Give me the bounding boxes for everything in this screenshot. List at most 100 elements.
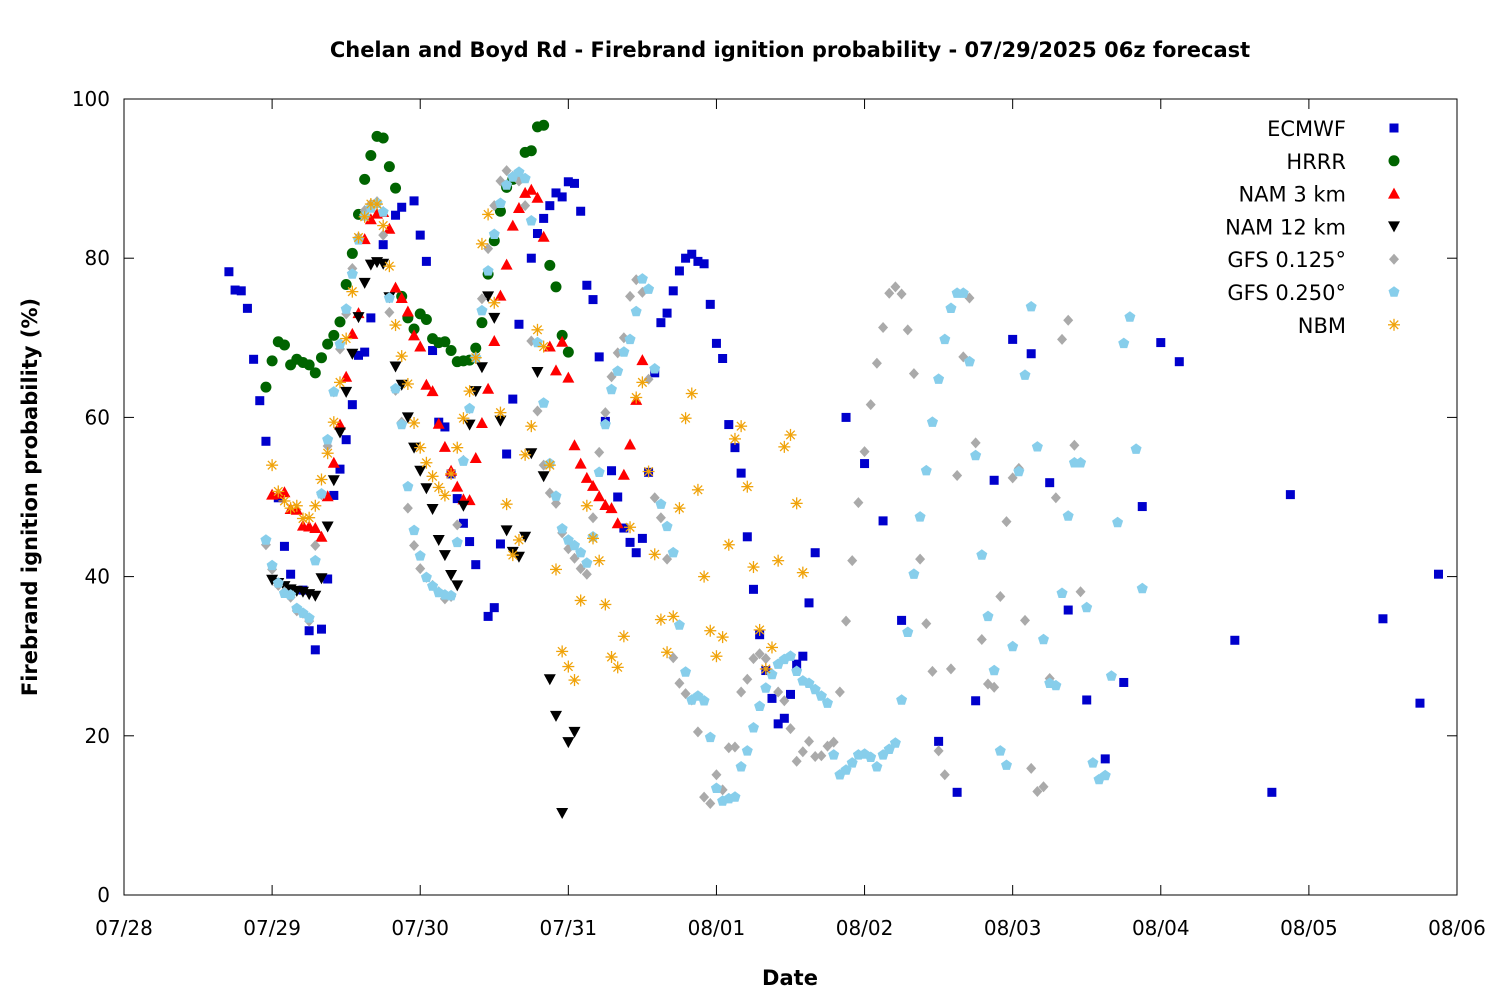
data-point bbox=[859, 446, 870, 458]
data-point bbox=[878, 516, 888, 526]
star-stroke bbox=[353, 232, 364, 243]
data-point bbox=[452, 494, 462, 504]
data-point bbox=[549, 563, 562, 576]
data-point bbox=[556, 645, 569, 658]
legend-marker bbox=[1388, 286, 1400, 297]
data-point bbox=[328, 386, 340, 397]
data-point bbox=[519, 448, 532, 461]
star-stroke bbox=[526, 421, 537, 431]
data-point bbox=[383, 292, 395, 303]
series-nbm bbox=[266, 198, 809, 687]
data-point bbox=[532, 336, 543, 348]
data-point bbox=[242, 303, 252, 313]
data-point bbox=[452, 519, 463, 531]
y-tick-label: 40 bbox=[85, 565, 110, 589]
data-point bbox=[364, 213, 377, 225]
data-point bbox=[828, 749, 840, 760]
data-point bbox=[1156, 338, 1166, 348]
data-point bbox=[395, 350, 408, 363]
data-point bbox=[816, 750, 827, 762]
data-point bbox=[463, 385, 476, 398]
data-point bbox=[1285, 490, 1295, 500]
data-point bbox=[673, 502, 686, 515]
data-point bbox=[760, 653, 771, 665]
data-point bbox=[576, 206, 586, 216]
data-point bbox=[556, 329, 568, 341]
data-point bbox=[469, 451, 482, 463]
data-point bbox=[747, 561, 760, 574]
data-point bbox=[543, 674, 556, 686]
data-point bbox=[631, 548, 641, 558]
data-point bbox=[390, 382, 402, 394]
data-point bbox=[512, 533, 525, 546]
data-point bbox=[587, 532, 600, 545]
data-point bbox=[532, 405, 543, 417]
data-point bbox=[395, 379, 408, 391]
star-stroke bbox=[434, 482, 444, 493]
legend-label: NAM 3 km bbox=[1238, 183, 1346, 207]
data-point bbox=[661, 646, 674, 659]
x-tick-label: 08/05 bbox=[1280, 916, 1338, 940]
star-stroke bbox=[748, 562, 759, 572]
data-point bbox=[525, 145, 537, 157]
data-point bbox=[667, 610, 680, 623]
data-point bbox=[804, 735, 815, 747]
data-point bbox=[315, 473, 328, 486]
data-point bbox=[853, 497, 864, 509]
data-point bbox=[471, 560, 481, 570]
data-point bbox=[1026, 349, 1036, 359]
data-point bbox=[568, 674, 581, 687]
data-point bbox=[685, 387, 698, 400]
star-stroke bbox=[532, 325, 543, 335]
star-stroke bbox=[316, 474, 327, 485]
data-point bbox=[630, 391, 643, 404]
data-point bbox=[514, 319, 524, 329]
data-point bbox=[525, 420, 538, 433]
data-point bbox=[1038, 781, 1049, 793]
data-point bbox=[340, 278, 352, 290]
data-point bbox=[304, 626, 314, 636]
star-stroke bbox=[538, 341, 549, 352]
data-point bbox=[377, 219, 390, 232]
x-tick-label: 07/30 bbox=[391, 916, 449, 940]
star-stroke bbox=[742, 481, 753, 492]
data-point bbox=[772, 554, 785, 567]
data-point bbox=[261, 436, 271, 446]
data-point bbox=[272, 485, 285, 498]
data-point bbox=[815, 690, 827, 701]
data-point bbox=[432, 481, 445, 494]
data-point bbox=[365, 150, 377, 162]
star-stroke bbox=[335, 377, 345, 388]
legend-label: ECMWF bbox=[1267, 117, 1346, 141]
star-stroke bbox=[378, 220, 388, 231]
data-point bbox=[971, 696, 981, 706]
data-point bbox=[525, 215, 537, 226]
data-point bbox=[1230, 635, 1240, 645]
data-point bbox=[605, 650, 618, 663]
data-point bbox=[255, 396, 265, 406]
star-stroke bbox=[754, 625, 765, 635]
data-point bbox=[475, 362, 488, 374]
data-point bbox=[556, 523, 568, 534]
star-stroke bbox=[341, 333, 351, 344]
data-point bbox=[465, 537, 475, 547]
data-point bbox=[303, 511, 316, 524]
data-point bbox=[1124, 311, 1136, 322]
axis-ticks: 07/28 07/29 07/30 07/31 08/01 08/02 08/03 08/04… bbox=[72, 87, 1486, 940]
data-point bbox=[710, 650, 723, 663]
data-point bbox=[741, 480, 754, 493]
data-point bbox=[581, 557, 593, 568]
data-point bbox=[457, 412, 470, 425]
data-point bbox=[582, 280, 592, 290]
star-stroke bbox=[705, 626, 715, 636]
data-point bbox=[408, 524, 420, 536]
data-point bbox=[359, 173, 371, 185]
data-point bbox=[679, 412, 692, 425]
data-point bbox=[790, 497, 803, 510]
data-point bbox=[551, 188, 561, 198]
data-point bbox=[420, 456, 433, 469]
data-point bbox=[327, 416, 340, 429]
star-stroke bbox=[693, 485, 703, 495]
data-point bbox=[643, 283, 655, 294]
